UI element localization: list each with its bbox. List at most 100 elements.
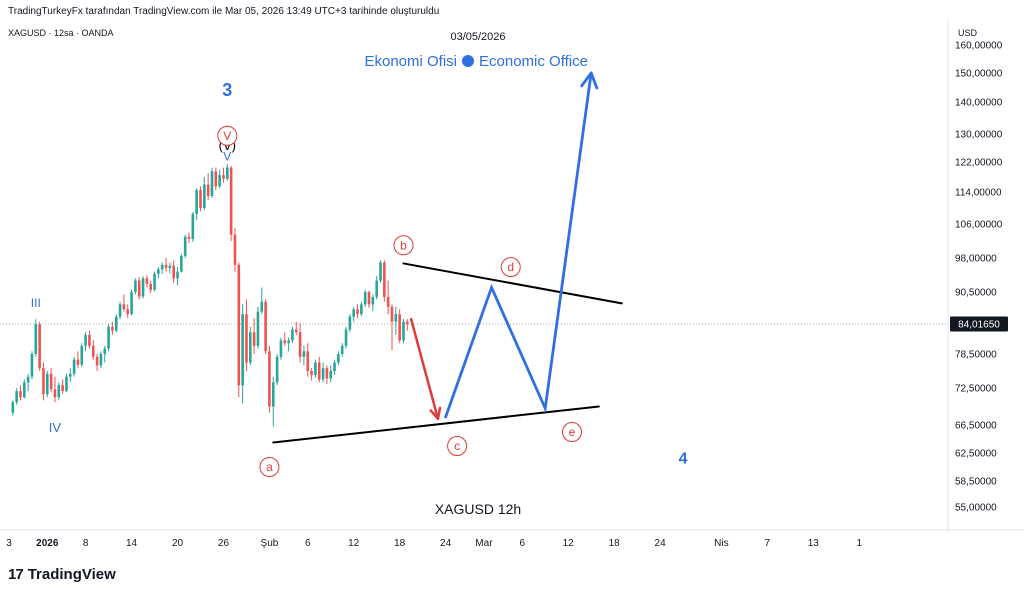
- candle-body: [88, 334, 91, 346]
- candle-body: [99, 354, 103, 366]
- candle-body: [333, 362, 336, 371]
- time-axis[interactable]: 3 2026 8 14 20 26 Şub 6 12 18 24 Mar 6 12 18 24 Nis 7 13 1: [6, 538, 862, 549]
- time-tick-label: 6: [519, 538, 525, 549]
- candle-body: [383, 262, 386, 297]
- candle-body: [317, 362, 321, 380]
- candle-body: [229, 167, 233, 235]
- time-tick-label: Mar: [475, 538, 493, 549]
- candle-body: [153, 273, 156, 290]
- candle-body: [294, 329, 298, 333]
- time-tick-label: 20: [172, 538, 184, 549]
- watermark-left: Ekonomi Ofisi: [364, 53, 457, 70]
- candle-body: [406, 321, 409, 324]
- candle-body: [168, 265, 172, 268]
- chart-caption: TradingTurkeyFx tarafından TradingView.c…: [8, 6, 440, 17]
- wave-circle-label: a: [266, 460, 273, 474]
- candle-body: [245, 314, 248, 363]
- time-tick-label: 6: [305, 538, 311, 549]
- footer-label: XAGUSD 12h: [435, 501, 521, 517]
- candle-body: [363, 292, 367, 305]
- candle-body: [84, 334, 87, 346]
- candle-body: [68, 373, 72, 377]
- candle-body: [49, 373, 53, 390]
- candle-body: [306, 351, 310, 371]
- candle-body: [275, 356, 279, 383]
- candle-body: [394, 314, 398, 322]
- candle-body: [46, 373, 49, 395]
- candle-body: [237, 264, 241, 386]
- date-label: 03/05/2026: [450, 31, 505, 43]
- price-tick-label: 130,00000: [955, 130, 1003, 141]
- wave-label: IV: [49, 420, 62, 435]
- candle-body: [180, 255, 183, 272]
- wave-circle-icon: [217, 125, 238, 146]
- triangle-lower-line: [272, 405, 600, 444]
- drawing-tools-layer: [272, 71, 623, 444]
- candle-body: [11, 402, 15, 413]
- candle-body: [19, 391, 22, 398]
- candle-body: [187, 236, 191, 239]
- price-tick-label: 78,50000: [955, 350, 997, 361]
- price-tick-label: 114,00000: [955, 188, 1002, 199]
- candle-body: [222, 175, 225, 179]
- time-tick-label: 12: [563, 538, 575, 549]
- wave-circle-label: d: [507, 260, 514, 274]
- wave-circle-label: e: [569, 425, 576, 439]
- candle-body: [34, 324, 38, 354]
- wave-circle-label: c: [454, 439, 460, 453]
- watermark-dot-icon: [462, 55, 474, 67]
- wave-circle-icon: [447, 436, 468, 456]
- candle-body: [314, 362, 317, 375]
- time-tick-label: 12: [348, 538, 360, 549]
- candle-body: [95, 356, 99, 366]
- candle-body: [321, 368, 325, 380]
- candle-body: [241, 314, 244, 386]
- candle-body: [42, 368, 45, 395]
- wave-circle-icon: [562, 422, 583, 442]
- candle-body: [298, 332, 302, 357]
- candle-body: [103, 348, 107, 354]
- candle-body: [118, 304, 122, 317]
- candle-body: [283, 340, 287, 344]
- candle-body: [287, 340, 290, 344]
- wave-label: 3: [222, 80, 232, 100]
- candle-body: [183, 236, 187, 256]
- candle-body: [38, 324, 41, 369]
- time-tick-label: 26: [218, 538, 230, 549]
- candle-body: [344, 329, 348, 346]
- price-tick-label: 90,50000: [955, 288, 997, 299]
- candle-body: [252, 332, 256, 346]
- price-tick-label: 106,00000: [955, 220, 1003, 231]
- candle-body: [402, 321, 405, 341]
- candle-body: [375, 280, 378, 297]
- candle-body: [218, 175, 221, 187]
- tradingview-logo-icon: 17: [8, 566, 24, 583]
- candle-body: [340, 345, 344, 354]
- candle-body: [279, 340, 283, 357]
- triangle-upper-line: [402, 262, 623, 305]
- candle-body: [176, 271, 179, 279]
- wave-c-red-path: [409, 317, 440, 421]
- symbol-info[interactable]: XAGUSD · 12sa · OANDA: [8, 28, 114, 38]
- time-tick-label: 24: [655, 538, 667, 549]
- candle-body: [15, 391, 18, 403]
- time-tick-label: 14: [126, 538, 138, 549]
- candle-body: [271, 382, 275, 407]
- candle-body: [160, 264, 164, 270]
- candle-body: [23, 382, 26, 398]
- blue-arrow-icon: [580, 71, 599, 90]
- candle-body: [126, 309, 130, 315]
- candle-body: [145, 278, 149, 284]
- candle-body: [337, 354, 340, 363]
- wave-circle-icon: [500, 257, 521, 278]
- candle-body: [210, 171, 214, 196]
- candle-body: [195, 190, 198, 214]
- candle-body: [114, 316, 118, 331]
- tradingview-brand[interactable]: 17 TradingView: [8, 566, 116, 583]
- candle-body: [248, 332, 252, 363]
- price-axis[interactable]: 55,00000 58,50000 62,50000 66,50000 72,50000…: [955, 41, 1003, 514]
- time-tick-label: 7: [765, 538, 771, 549]
- time-tick-label: 3: [6, 538, 12, 549]
